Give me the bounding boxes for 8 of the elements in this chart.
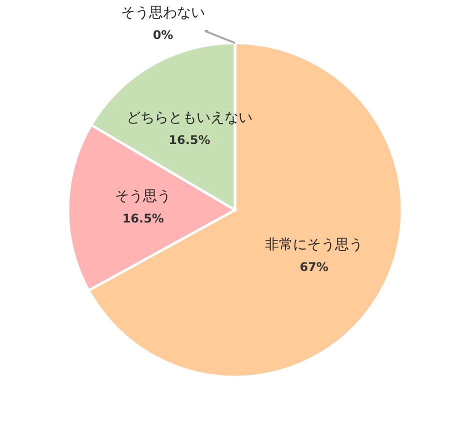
category-label: そう思わない [121, 5, 205, 21]
data-label: 16.5% [122, 212, 164, 226]
slice-label: そう思う [115, 188, 172, 205]
data-label: 67% [300, 260, 328, 274]
text: 0% [152, 28, 174, 42]
slice-label: どちらともいえない [126, 110, 252, 126]
slice-label: 非常にそう思う [265, 236, 364, 253]
data-label: 16.5% [168, 133, 210, 148]
